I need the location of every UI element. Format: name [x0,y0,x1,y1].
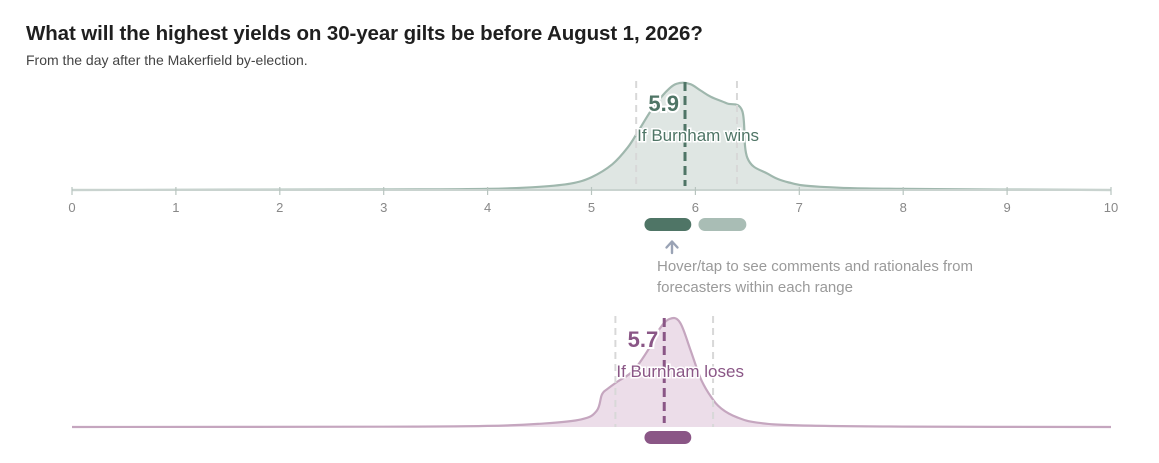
wins-scenario-label: If Burnham wins [637,126,759,145]
x-tick-label: 4 [484,200,491,215]
x-tick-label: 3 [380,200,387,215]
loses-distribution[interactable]: 5.7 If Burnham loses [71,316,1112,429]
x-tick-label: 8 [900,200,907,215]
hint-line-1: Hover/tap to see comments and rationales… [657,258,973,275]
x-tick-label: 7 [796,200,803,215]
x-tick-label: 6 [692,200,699,215]
x-tick-label: 10 [1104,200,1118,215]
wins-range-bar-1[interactable] [644,218,692,231]
x-tick-label: 5 [588,200,595,215]
loses-density-curve [71,316,1112,429]
loses-range-bar-1[interactable] [644,431,692,444]
wins-median-label: 5.9 [648,91,679,116]
x-tick-label: 1 [172,200,179,215]
loses-range-bars[interactable] [644,431,692,444]
x-tick-label: 9 [1003,200,1010,215]
loses-scenario-label: If Burnham loses [616,362,744,381]
wins-distribution[interactable]: 5.9 If Burnham wins [71,81,1112,192]
chart-title: What will the highest yields on 30-year … [26,22,703,45]
hint: Hover/tap to see comments and rationales… [657,240,973,296]
chart-subtitle: From the day after the Makerfield by-ele… [26,52,308,68]
x-tick-label: 0 [68,200,75,215]
wins-density-curve [71,81,1112,192]
loses-density-area[interactable] [72,317,1111,427]
wins-density-area[interactable] [72,82,1111,190]
x-axis: 0 1 2 3 4 5 6 7 8 9 10 [68,187,1118,215]
wins-range-bars[interactable] [644,218,747,231]
loses-median-label: 5.7 [628,327,659,352]
wins-range-bar-2[interactable] [698,218,747,231]
x-tick-label: 2 [276,200,283,215]
hint-line-2: forecasters within each range [657,279,853,296]
up-arrow-icon [665,240,679,255]
